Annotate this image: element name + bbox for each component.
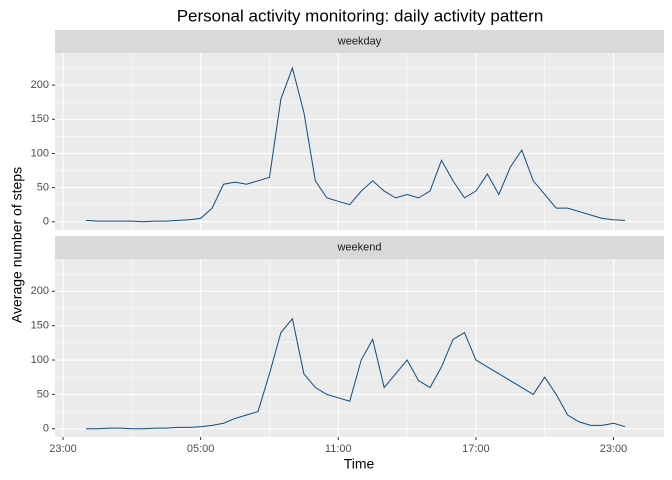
y-axis-label: Average number of steps (9, 167, 25, 323)
y-tick-label: 200 (31, 79, 49, 91)
y-tick-label: 100 (31, 354, 49, 366)
y-tick-label: 100 (31, 147, 49, 159)
y-tick-label: 0 (43, 423, 49, 435)
y-tick-label: 0 (43, 216, 49, 228)
strip (55, 30, 664, 53)
x-tick-label: 23:00 (49, 443, 77, 455)
strip (55, 236, 664, 259)
y-tick-label: 150 (31, 113, 49, 125)
data-line (85, 317, 626, 430)
panel (55, 259, 664, 437)
x-tick-label: 11:00 (325, 443, 352, 455)
data-line (85, 66, 626, 223)
strip-label: weekend (336, 241, 381, 253)
x-axis-label: Time (344, 456, 375, 472)
panel (55, 53, 664, 230)
y-tick-label: 50 (37, 182, 49, 194)
x-tick-label: 05:00 (187, 443, 215, 455)
x-tick-label: 23:00 (600, 443, 628, 455)
y-tick-label: 150 (31, 320, 49, 332)
strip-label: weekday (337, 35, 382, 47)
x-tick-label: 17:00 (462, 443, 490, 455)
y-tick-label: 200 (31, 285, 49, 297)
chart-title: Personal activity monitoring: daily acti… (177, 6, 544, 25)
y-tick-label: 50 (37, 388, 49, 400)
